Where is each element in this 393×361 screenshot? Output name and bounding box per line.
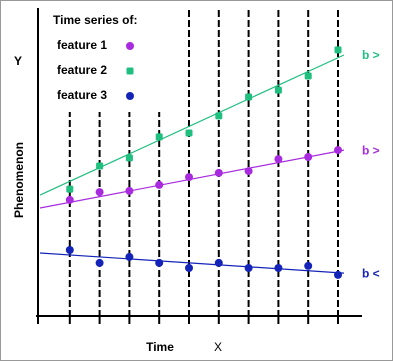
data-point: [245, 93, 253, 101]
legend-label: feature 3: [57, 88, 107, 102]
data-point: [125, 252, 134, 261]
data-point: [334, 270, 342, 279]
data-point: [215, 112, 223, 120]
x-label: X: [214, 340, 222, 354]
data-point: [155, 258, 164, 267]
legend-marker: [126, 67, 134, 75]
legend-marker: [126, 42, 134, 50]
legend-title: Time series of:: [53, 13, 137, 27]
y-label: Y: [14, 54, 22, 68]
trend-annotation: b <: [362, 266, 380, 280]
data-point: [185, 173, 193, 182]
data-point: [95, 188, 104, 197]
data-point: [125, 186, 134, 195]
data-point: [125, 154, 133, 162]
trend-annotation: b >: [362, 143, 380, 157]
data-point: [66, 185, 74, 193]
data-point: [244, 167, 253, 176]
legend-marker: [126, 92, 134, 100]
data-point: [334, 146, 342, 155]
data-point: [185, 264, 193, 272]
legend-box: [45, 8, 182, 112]
data-point: [244, 264, 253, 272]
x-axis-title: Time: [146, 340, 174, 354]
data-point: [65, 246, 74, 254]
trend-line: [39, 252, 344, 274]
trend-annotation: b >: [362, 48, 380, 62]
legend-label: feature 2: [57, 63, 107, 77]
data-point: [96, 162, 104, 170]
legend-label: feature 1: [57, 38, 107, 52]
data-point: [214, 258, 223, 267]
data-point: [155, 133, 163, 141]
data-point: [65, 195, 74, 204]
data-point: [304, 153, 313, 161]
data-point: [95, 258, 104, 267]
data-point: [334, 46, 342, 54]
data-point: [155, 180, 164, 189]
data-point: [304, 261, 313, 270]
data-point: [274, 155, 283, 164]
data-point: [185, 129, 193, 137]
data-point: [214, 168, 223, 177]
y-axis-title: Phenomenon: [12, 142, 26, 218]
data-point: [304, 72, 312, 80]
data-point: [274, 86, 282, 94]
trend-line: [39, 54, 345, 196]
data-point: [274, 264, 283, 272]
